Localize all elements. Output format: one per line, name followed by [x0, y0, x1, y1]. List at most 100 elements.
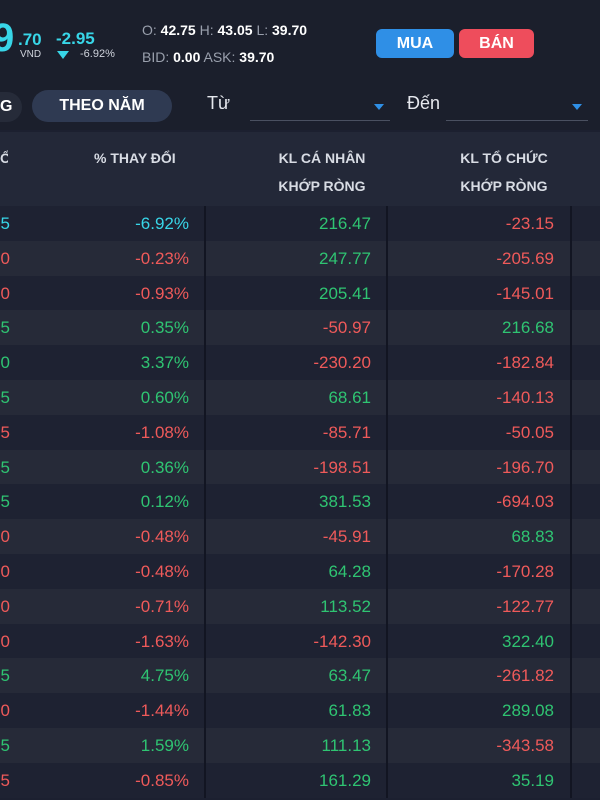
from-select[interactable] — [250, 120, 390, 121]
ask-value: 39.70 — [239, 49, 275, 65]
table-row[interactable]: 5 0.60% 68.61 -140.13 — [0, 380, 600, 415]
cell-individual-net: 247.77 — [319, 248, 371, 268]
table-row[interactable]: 5 1.59% 111.13 -343.58 — [0, 728, 600, 763]
table-row[interactable]: 5 4.75% 63.47 -261.82 — [0, 658, 600, 694]
cell-individual-net: -85.71 — [322, 422, 371, 442]
tab-partial[interactable]: G — [0, 92, 22, 122]
column-divider — [386, 588, 388, 624]
cell-org-net: -23.15 — [505, 214, 554, 233]
open-label: O: — [142, 22, 157, 38]
table-row[interactable]: 0 -1.44% 61.83 289.08 — [0, 693, 600, 729]
col-individual-line2: KHỚP RÒNG — [278, 178, 366, 194]
cell-change: 0 — [0, 283, 10, 303]
cell-pct-change: -1.63% — [135, 631, 189, 651]
col-individual-net[interactable]: KL CÁ NHÂN KHỚP RÒNG — [274, 144, 370, 200]
cell-pct-change: -0.48% — [135, 562, 189, 581]
cell-pct-change: -1.08% — [135, 422, 189, 442]
cell-change: 0 — [0, 701, 10, 721]
cell-pct-change: -1.44% — [135, 701, 189, 721]
cell-individual-net: 68.61 — [328, 388, 371, 407]
cell-individual-net: 161.29 — [319, 770, 371, 790]
from-label: Từ — [207, 93, 231, 113]
tab-by-year[interactable]: THEO NĂM — [32, 90, 172, 122]
table-row[interactable]: 0 -0.23% 247.77 -205.69 — [0, 240, 600, 276]
cell-pct-change: -0.48% — [135, 527, 189, 547]
sell-button[interactable]: BÁN — [459, 29, 534, 58]
table-row[interactable]: 5 0.35% -50.97 216.68 — [0, 310, 600, 346]
cell-change: 5 — [0, 770, 10, 790]
chevron-down-icon[interactable] — [374, 104, 384, 110]
cell-change: 0 — [0, 248, 10, 268]
cell-change: 0 — [0, 631, 10, 651]
ohl-stats: O: 42.75 H: 43.05 L: 39.70 — [142, 22, 307, 38]
table-header: ỔI % THAY ĐỔI KL CÁ NHÂN KHỚP RÒNG KL TỔ… — [0, 132, 600, 206]
cell-org-net: -122.77 — [496, 596, 554, 616]
down-arrow-icon — [57, 51, 69, 59]
column-divider — [204, 693, 206, 729]
col-org-net[interactable]: KL TỔ CHỨC KHỚP RÒNG — [456, 144, 552, 200]
cell-change: 0 — [0, 527, 10, 547]
column-divider — [570, 275, 572, 311]
cell-pct-change: -6.92% — [135, 214, 189, 233]
cell-change: 0 — [0, 562, 10, 581]
table-row[interactable]: 5 -1.08% -85.71 -50.05 — [0, 414, 600, 450]
chevron-down-icon[interactable] — [572, 104, 582, 110]
column-divider — [570, 484, 572, 520]
buy-button[interactable]: MUA — [376, 29, 454, 58]
column-divider — [570, 554, 572, 589]
table-row[interactable]: 0 -0.71% 113.52 -122.77 — [0, 588, 600, 624]
column-divider — [386, 240, 388, 276]
cell-change: 0 — [0, 353, 10, 373]
high-label: H: — [199, 22, 214, 38]
cell-individual-net: -142.30 — [313, 631, 371, 651]
table-row[interactable]: 0 -0.93% 205.41 -145.01 — [0, 275, 600, 311]
column-divider — [386, 275, 388, 311]
column-divider — [570, 623, 572, 659]
cell-change: 5 — [0, 736, 10, 755]
bid-ask-stats: BID: 0.00 ASK: 39.70 — [142, 49, 274, 65]
column-divider — [204, 414, 206, 450]
cell-individual-net: 113.52 — [320, 596, 371, 616]
cell-pct-change: 0.36% — [140, 457, 189, 477]
column-divider — [204, 484, 206, 520]
table-row[interactable]: 5 0.12% 381.53 -694.03 — [0, 484, 600, 520]
col-change[interactable]: ỔI — [0, 150, 8, 166]
ask-label: ASK: — [203, 49, 236, 65]
table-row[interactable]: 0 -0.48% 64.28 -170.28 — [0, 554, 600, 589]
to-select[interactable] — [446, 120, 588, 121]
column-divider — [386, 380, 388, 415]
table-row[interactable]: 0 -1.63% -142.30 322.40 — [0, 623, 600, 659]
column-divider — [204, 728, 206, 763]
column-divider — [570, 658, 572, 694]
column-divider — [386, 554, 388, 589]
column-divider — [570, 240, 572, 276]
cell-change: 5 — [0, 318, 10, 338]
low-value: 39.70 — [272, 22, 308, 38]
column-divider — [570, 728, 572, 763]
table-row[interactable]: 0 3.37% -230.20 -182.84 — [0, 345, 600, 381]
column-divider — [570, 414, 572, 450]
col-pct-change[interactable]: % THAY ĐỔI — [94, 150, 176, 166]
cell-pct-change: -0.71% — [135, 596, 189, 616]
table-row[interactable]: 5 -0.85% 161.29 35.19 — [0, 762, 600, 798]
col-org-line2: KHỚP RÒNG — [460, 178, 548, 194]
cell-pct-change: 0.35% — [140, 318, 189, 338]
column-divider — [386, 658, 388, 694]
cell-individual-net: 216.47 — [319, 214, 371, 233]
quote-header: 9 .70 VND -2.95 -6.92% O: 42.75 H: 43.05… — [0, 0, 600, 80]
cell-individual-net: 381.53 — [319, 492, 371, 512]
price-decimal: .70 — [18, 30, 42, 49]
cell-individual-net: -198.51 — [313, 457, 371, 477]
column-divider — [204, 380, 206, 415]
column-divider — [204, 275, 206, 311]
table-row[interactable]: 0 -0.48% -45.91 68.83 — [0, 519, 600, 555]
column-divider — [386, 206, 388, 241]
currency-label: VND — [20, 49, 42, 60]
table-row[interactable]: 5 -6.92% 216.47 -23.15 — [0, 206, 600, 241]
table-row[interactable]: 5 0.36% -198.51 -196.70 — [0, 449, 600, 485]
cell-individual-net: 63.47 — [328, 666, 371, 686]
column-divider — [204, 623, 206, 659]
cell-org-net: -140.13 — [496, 388, 554, 407]
cell-pct-change: 0.12% — [140, 492, 189, 512]
column-divider — [386, 519, 388, 555]
